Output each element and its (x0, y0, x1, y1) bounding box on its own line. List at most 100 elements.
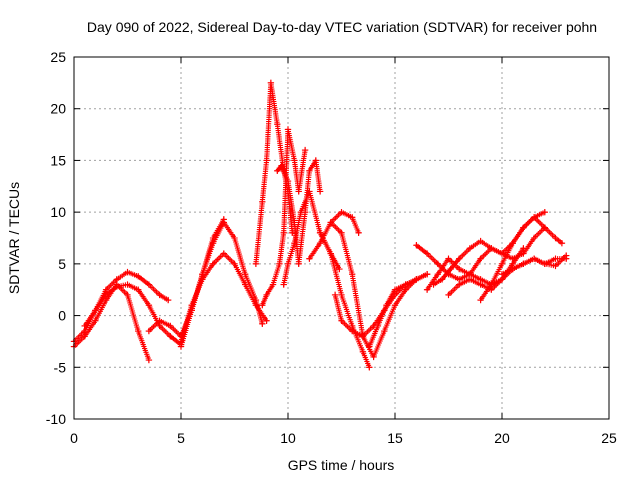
data-point (509, 255, 516, 262)
data-point (520, 260, 527, 268)
data-point (156, 317, 163, 324)
data-point (359, 333, 367, 340)
series-arc-5 (177, 219, 266, 350)
data-point (135, 286, 142, 293)
data-point (263, 157, 270, 164)
data-point (242, 271, 249, 278)
data-point (374, 322, 382, 330)
data-point (297, 208, 305, 216)
data-point (355, 229, 362, 237)
data-point (284, 177, 292, 185)
data-point (280, 281, 287, 288)
data-point (327, 219, 334, 226)
data-point (295, 188, 302, 195)
data-point (252, 260, 260, 268)
data-point (541, 208, 548, 216)
data-point (391, 302, 399, 309)
data-point (477, 255, 484, 262)
data-point (306, 255, 313, 262)
y-tick-label: 0 (58, 308, 66, 324)
data-point (530, 214, 538, 221)
data-point (445, 291, 452, 299)
data-point (488, 281, 495, 288)
data-point (306, 188, 313, 195)
data-point (167, 322, 174, 330)
data-point (231, 260, 238, 268)
data-point (259, 320, 266, 328)
data-point (295, 260, 302, 268)
data-point (284, 126, 292, 133)
data-point (434, 260, 441, 268)
data-point (359, 348, 367, 355)
data-point (466, 276, 474, 283)
data-point (280, 229, 287, 237)
data-point (209, 260, 217, 268)
x-tick-label: 20 (494, 430, 510, 446)
x-tick-label: 10 (280, 430, 296, 446)
data-point (370, 353, 377, 361)
data-point (509, 239, 516, 247)
data-point (331, 291, 339, 299)
data-point (259, 302, 266, 309)
data-point (124, 281, 131, 288)
data-point (209, 239, 217, 247)
data-point (552, 234, 559, 242)
data-point (366, 343, 373, 350)
data-point (301, 146, 309, 154)
grid-lines (74, 57, 609, 419)
y-axis-label: SDTVAR / TECUs (6, 182, 22, 294)
data-point (552, 262, 559, 270)
data-point (291, 239, 298, 247)
data-point (145, 327, 153, 335)
data-point (413, 276, 420, 283)
data-point (291, 157, 298, 164)
data-point (220, 250, 227, 257)
data-point (456, 281, 463, 288)
data-point (167, 333, 174, 340)
series-arc-18 (430, 224, 566, 288)
data-point (477, 281, 484, 288)
data-point (381, 327, 388, 335)
data-point (312, 157, 320, 164)
data-point (145, 281, 153, 288)
data-point (430, 281, 437, 288)
data-point (316, 188, 324, 195)
data-point (366, 364, 373, 371)
data-point (316, 229, 324, 237)
data-point (530, 255, 538, 262)
data-point (438, 276, 446, 283)
data-point (269, 281, 277, 288)
x-tick-label: 5 (177, 430, 185, 446)
axis-ticks: 0 5 10 15 20 25 -10 -5 0 5 10 15 20 25 (46, 49, 617, 446)
data-point (391, 286, 399, 293)
data-point (124, 268, 131, 276)
data-point (145, 356, 153, 364)
data-point (530, 234, 538, 242)
data-point (263, 317, 270, 324)
data-point (541, 260, 548, 268)
data-point (349, 327, 356, 335)
data-point (434, 271, 441, 278)
series-arc-15 (366, 271, 431, 350)
series-arc-20 (477, 208, 548, 304)
data-point (541, 224, 548, 231)
data-point (199, 276, 206, 283)
data-point (498, 250, 506, 257)
data-point (274, 121, 281, 128)
x-tick-label: 25 (601, 430, 617, 446)
data-point (338, 317, 345, 324)
data-point (81, 322, 88, 330)
data-point (445, 255, 452, 262)
data-point (284, 260, 292, 268)
series-arc-7 (252, 79, 296, 268)
y-tick-label: -5 (54, 359, 67, 375)
data-point (81, 333, 88, 340)
data-point (164, 296, 172, 304)
x-axis-label: GPS time / hours (288, 457, 395, 473)
data-point (402, 281, 409, 288)
data-point (338, 208, 345, 216)
data-point (456, 255, 463, 262)
series-arc-11 (306, 208, 362, 262)
y-tick-label: 25 (50, 49, 66, 65)
